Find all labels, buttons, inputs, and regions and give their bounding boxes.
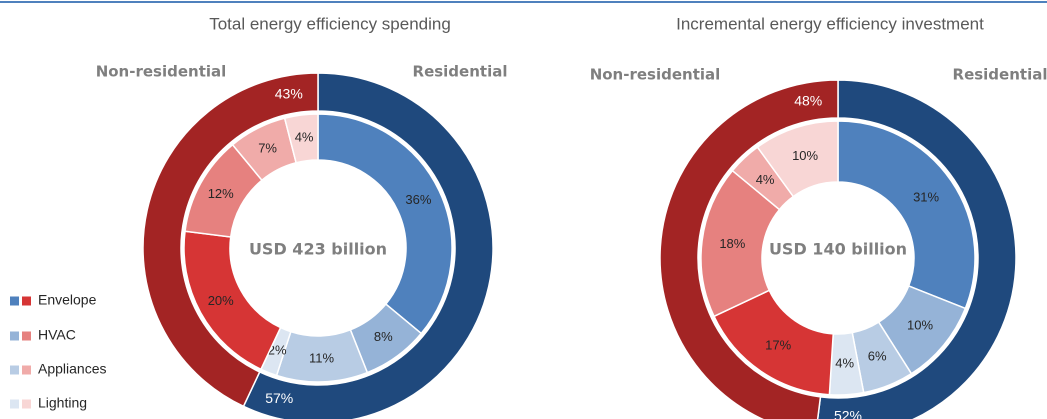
group-label: Non-residential xyxy=(590,66,721,84)
legend-swatch xyxy=(10,399,19,409)
outer-segment xyxy=(816,79,1017,419)
inner-label: 36% xyxy=(405,192,431,207)
inner-label: 7% xyxy=(258,141,277,156)
outer-segment xyxy=(242,72,494,419)
legend-swatch xyxy=(22,331,31,341)
group-label: Non-residential xyxy=(96,63,227,81)
inner-label: 11% xyxy=(309,350,334,365)
outer-label: 52% xyxy=(834,407,862,419)
inner-segment xyxy=(283,113,319,164)
inner-label: 10% xyxy=(792,148,818,163)
center-label: USD 140 billion xyxy=(769,240,907,259)
outer-label: 48% xyxy=(794,93,822,109)
legend-swatch xyxy=(22,399,31,409)
outer-segment xyxy=(659,79,839,419)
center-label: USD 423 billion xyxy=(249,240,387,259)
legend-label: Envelope xyxy=(38,292,97,308)
inner-segment xyxy=(756,120,839,198)
group-label: Residential xyxy=(953,66,1047,84)
inner-label: 20% xyxy=(208,293,234,308)
inner-label: 8% xyxy=(374,329,393,344)
chart-title: Total energy efficiency spending xyxy=(209,14,451,33)
outer-segment xyxy=(142,72,319,408)
legend-label: Appliances xyxy=(38,361,107,377)
outer-label: 43% xyxy=(275,85,303,101)
inner-label: 6% xyxy=(868,348,887,363)
legend-swatch xyxy=(22,365,31,375)
inner-label: 4% xyxy=(756,172,775,187)
inner-label: 31% xyxy=(913,190,939,205)
chart-title: Incremental energy efficiency investment xyxy=(676,14,984,33)
outer-label: 57% xyxy=(265,390,293,406)
inner-segment xyxy=(317,113,453,335)
legend-swatch xyxy=(10,365,19,375)
group-label: Residential xyxy=(413,63,508,81)
inner-label: 12% xyxy=(208,186,234,201)
legend-swatch xyxy=(22,296,31,306)
legend-swatch xyxy=(10,331,19,341)
inner-label: 10% xyxy=(907,317,933,332)
legend-swatch xyxy=(10,296,19,306)
inner-label: 17% xyxy=(765,338,791,353)
inner-label: 2% xyxy=(268,343,287,358)
legend-label: HVAC xyxy=(38,327,76,343)
inner-segment xyxy=(837,120,976,310)
inner-label: 4% xyxy=(295,129,314,144)
inner-label: 4% xyxy=(835,356,854,371)
legend-label: Lighting xyxy=(38,395,87,411)
inner-label: 18% xyxy=(719,236,745,251)
